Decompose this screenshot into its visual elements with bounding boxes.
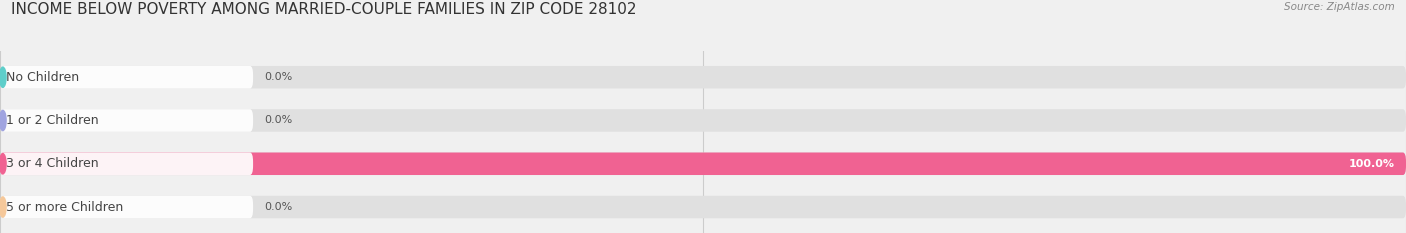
Text: No Children: No Children (6, 71, 79, 84)
FancyBboxPatch shape (0, 196, 253, 218)
Text: 5 or more Children: 5 or more Children (6, 201, 124, 213)
Text: 0.0%: 0.0% (264, 202, 292, 212)
FancyBboxPatch shape (0, 66, 1406, 89)
Text: Source: ZipAtlas.com: Source: ZipAtlas.com (1284, 2, 1395, 12)
Text: 0.0%: 0.0% (264, 116, 292, 126)
Text: INCOME BELOW POVERTY AMONG MARRIED-COUPLE FAMILIES IN ZIP CODE 28102: INCOME BELOW POVERTY AMONG MARRIED-COUPL… (11, 2, 637, 17)
FancyBboxPatch shape (0, 109, 1406, 132)
Circle shape (0, 67, 6, 87)
Circle shape (0, 154, 6, 174)
Text: 3 or 4 Children: 3 or 4 Children (6, 157, 98, 170)
FancyBboxPatch shape (0, 66, 253, 89)
Text: 100.0%: 100.0% (1348, 159, 1395, 169)
FancyBboxPatch shape (0, 153, 253, 175)
FancyBboxPatch shape (0, 153, 1406, 175)
FancyBboxPatch shape (0, 196, 1406, 218)
Circle shape (0, 110, 6, 131)
Text: 0.0%: 0.0% (264, 72, 292, 82)
FancyBboxPatch shape (0, 153, 1406, 175)
Circle shape (0, 197, 6, 217)
Text: 1 or 2 Children: 1 or 2 Children (6, 114, 98, 127)
FancyBboxPatch shape (0, 109, 253, 132)
